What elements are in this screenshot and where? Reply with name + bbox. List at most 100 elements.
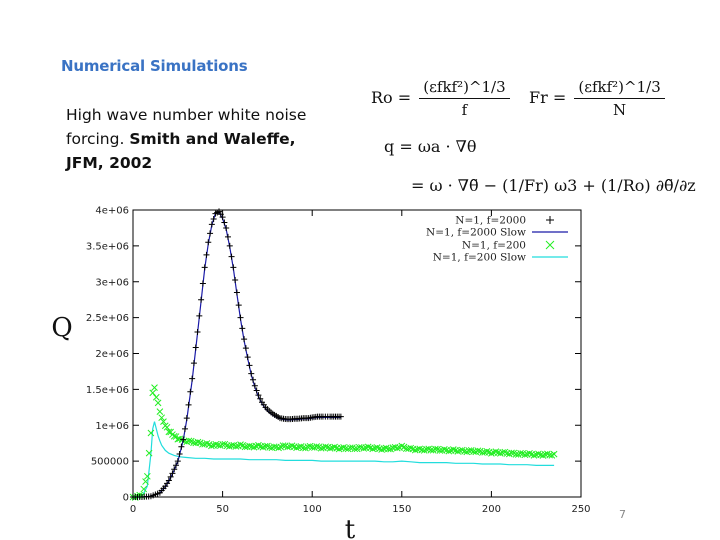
data-point	[196, 312, 203, 319]
legend-entry-label: N=1, f=200 Slow	[433, 252, 526, 264]
froude-equation: Fr = (εfkf²)^1/3 N	[529, 78, 668, 119]
data-point	[207, 230, 214, 237]
data-point	[230, 264, 237, 271]
data-point	[454, 448, 462, 455]
data-point	[398, 442, 406, 450]
data-point	[147, 429, 155, 437]
data-point	[550, 450, 558, 458]
y-tick-label: 4e+06	[95, 206, 129, 217]
y-tick-label: 2e+06	[95, 349, 129, 360]
data-point	[351, 445, 359, 453]
data-point	[337, 413, 344, 420]
data-point	[201, 264, 208, 271]
data-point	[288, 442, 296, 450]
page-number: 7	[619, 508, 626, 521]
data-point	[517, 449, 524, 457]
data-point	[526, 449, 533, 457]
x-tick-label: 250	[571, 504, 590, 515]
data-point	[219, 440, 226, 448]
data-point	[369, 445, 377, 453]
series-line	[132, 421, 555, 498]
data-point	[140, 485, 148, 493]
data-point	[167, 473, 174, 480]
data-point	[407, 444, 415, 452]
data-point	[279, 442, 287, 449]
data-point	[241, 336, 248, 343]
legend-plus-swatch	[546, 216, 554, 224]
data-point	[259, 443, 267, 451]
data-point	[228, 253, 235, 260]
slide-body-text: High wave number white noise forcing. Sm…	[66, 103, 316, 175]
data-point	[322, 443, 329, 451]
legend-entry-label: N=1, f=2000 Slow	[426, 227, 526, 239]
pv-equation-line1: q = ωa · ∇θ	[384, 137, 477, 156]
data-point	[364, 443, 372, 451]
y-tick-label: 0	[123, 493, 129, 504]
legend-entry-label: N=1, f=2000	[455, 215, 526, 227]
data-point	[483, 447, 491, 455]
y-tick-label: 3.5e+06	[86, 241, 129, 252]
series-3	[132, 421, 555, 498]
y-tick-label: 500000	[91, 457, 129, 468]
data-point	[183, 415, 190, 422]
data-point	[246, 442, 253, 450]
data-point	[233, 289, 240, 296]
data-point	[208, 221, 215, 228]
data-point	[163, 423, 171, 431]
rossby-equation: Ro = (εfkf²)^1/3 f	[371, 78, 513, 119]
data-point	[508, 449, 515, 457]
y-tick-label: 1.5e+06	[86, 385, 129, 396]
data-point	[199, 280, 206, 287]
data-point	[253, 387, 260, 394]
data-point	[190, 360, 197, 367]
data-point	[169, 470, 176, 477]
data-point	[142, 478, 149, 485]
legend-x-swatch	[545, 240, 555, 250]
x-axis-label: t	[345, 515, 356, 540]
data-point	[180, 436, 187, 443]
data-point	[237, 314, 244, 321]
slide-title: Numerical Simulations	[61, 57, 248, 75]
data-point	[237, 441, 244, 448]
data-point	[313, 443, 321, 450]
data-point	[176, 435, 183, 443]
data-point	[488, 450, 495, 457]
data-point	[176, 450, 183, 457]
data-point	[474, 447, 482, 455]
data-point	[293, 444, 300, 452]
body-text-citation: Smith and Waleffe, JFM, 2002	[66, 130, 296, 172]
data-point	[194, 328, 201, 335]
data-point	[165, 477, 172, 484]
x-tick-label: 200	[482, 504, 501, 515]
data-point	[226, 242, 233, 249]
fr-denominator: N	[612, 101, 627, 119]
data-point	[205, 239, 212, 246]
data-point	[257, 395, 264, 402]
data-point	[492, 448, 500, 456]
data-point	[385, 445, 392, 453]
data-point	[221, 219, 228, 226]
series-2	[129, 384, 558, 501]
data-point	[219, 214, 226, 221]
data-point	[317, 444, 325, 452]
y-tick-label: 2.5e+06	[86, 313, 129, 324]
data-point	[445, 447, 453, 455]
data-point	[189, 375, 196, 382]
data-point	[143, 472, 151, 480]
data-point	[232, 276, 239, 283]
pv-equation-line2: = ω · ∇θ̃ − (1/Fr) ω3 + (1/Ro) ∂θ̃/∂z	[411, 176, 696, 195]
data-point	[160, 418, 167, 425]
data-point	[284, 443, 291, 451]
ro-lhs: Ro =	[371, 88, 412, 107]
data-point	[187, 388, 194, 395]
x-tick-label: 0	[130, 504, 136, 515]
data-point	[181, 425, 188, 432]
data-point	[479, 449, 486, 456]
data-point	[203, 440, 211, 447]
data-point	[326, 444, 334, 452]
data-point	[242, 345, 249, 352]
data-point	[432, 445, 439, 453]
data-point	[535, 450, 542, 458]
